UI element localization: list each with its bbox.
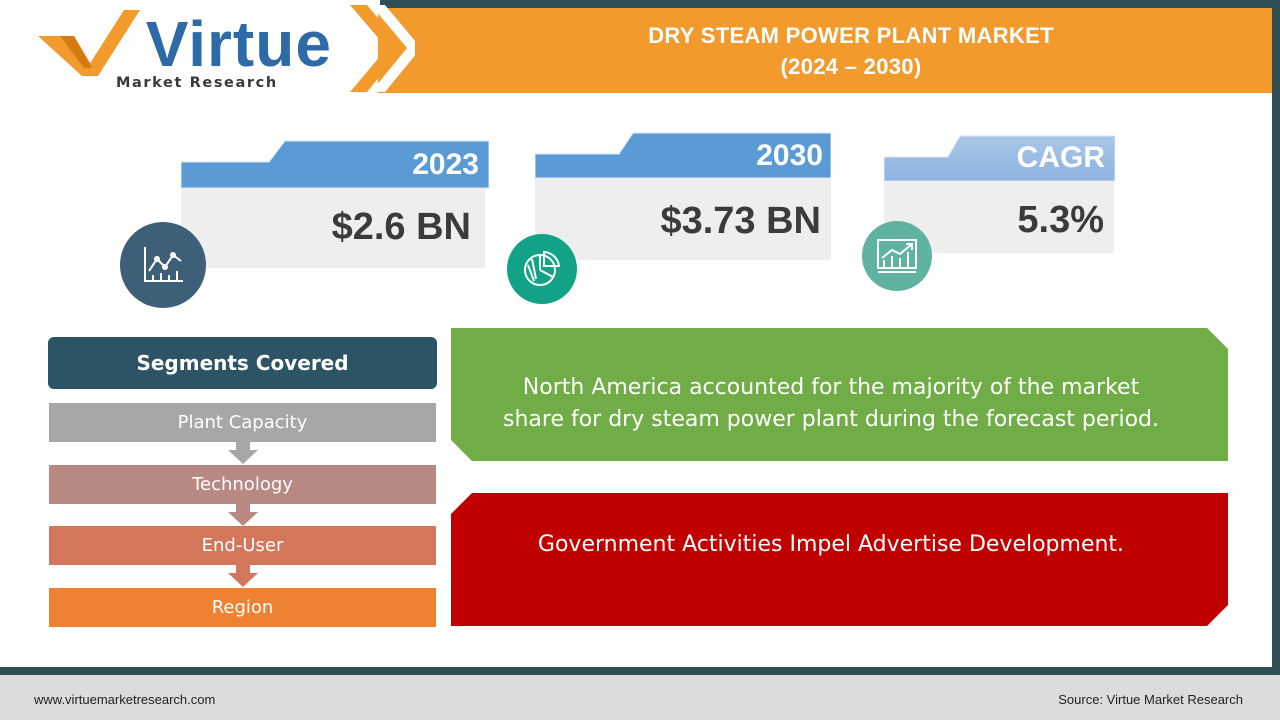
logo-wordmark-text: Virtue bbox=[145, 8, 332, 80]
stat-body: $2.6 BN bbox=[181, 188, 485, 268]
segment-plant-capacity[interactable]: Plant Capacity bbox=[49, 403, 436, 442]
stat-tab bbox=[535, 132, 831, 179]
chart-analytics-icon bbox=[120, 222, 206, 308]
logo-wordmark: VVirtue bbox=[146, 10, 332, 78]
header-bar bbox=[378, 8, 1272, 93]
virtue-logo[interactable]: VVirtue Market Research bbox=[36, 2, 331, 94]
insight-panel-red: Government Activities Impel Advertise De… bbox=[451, 493, 1228, 626]
segment-end-user[interactable]: End-User bbox=[49, 526, 436, 565]
footer-border bbox=[0, 667, 1280, 675]
footer: www.virtuemarketresearch.com Source: Vir… bbox=[0, 675, 1280, 720]
segment-technology[interactable]: Technology bbox=[49, 465, 436, 504]
insight-text: North America accounted for the majority… bbox=[503, 375, 1159, 432]
pie-chart-icon bbox=[507, 234, 577, 304]
insight-text: Government Activities Impel Advertise De… bbox=[537, 532, 1125, 557]
stat-label: 2023 bbox=[412, 148, 479, 181]
right-border bbox=[1272, 0, 1280, 670]
title-line-2: (2024 – 2030) bbox=[780, 54, 922, 79]
segment-arrow-down bbox=[228, 502, 258, 526]
panel-shape bbox=[451, 493, 1228, 626]
stat-label: 2030 bbox=[756, 139, 823, 172]
footer-source: Source: Virtue Market Research bbox=[1058, 692, 1243, 707]
footer-website-link[interactable]: www.virtuemarketresearch.com bbox=[34, 692, 216, 707]
stat-tab bbox=[181, 140, 489, 189]
panel-shape bbox=[451, 328, 1228, 461]
logo-v-mark bbox=[38, 10, 140, 76]
title-line-1: DRY STEAM POWER PLANT MARKET bbox=[648, 23, 1054, 48]
logo-tagline: Market Research bbox=[116, 75, 278, 91]
header-chevron bbox=[350, 5, 415, 92]
segment-arrow-down bbox=[228, 563, 258, 587]
stat-label: CAGR bbox=[1016, 141, 1105, 174]
segment-arrow-down bbox=[228, 440, 258, 464]
stat-card-2023: 2023 $2.6 BN bbox=[181, 140, 489, 270]
page-title: DRY STEAM POWER PLANT MARKET (2024 – 203… bbox=[430, 20, 1272, 82]
segment-region[interactable]: Region bbox=[49, 588, 436, 627]
stat-tab bbox=[884, 135, 1115, 182]
stat-value: $2.6 BN bbox=[331, 206, 471, 248]
stat-body: $3.73 BN bbox=[535, 178, 831, 260]
stat-body: 5.3% bbox=[884, 181, 1114, 253]
growth-chart-icon bbox=[862, 221, 932, 291]
stat-value: $3.73 BN bbox=[660, 200, 821, 242]
stat-card-cagr: CAGR 5.3% bbox=[884, 135, 1115, 255]
insight-panel-green: North America accounted for the majority… bbox=[451, 328, 1228, 461]
header-top-border bbox=[380, 0, 1280, 8]
stat-value: 5.3% bbox=[1017, 199, 1104, 241]
stat-card-2030: 2030 $3.73 BN bbox=[535, 132, 831, 262]
segments-heading: Segments Covered bbox=[48, 337, 437, 389]
